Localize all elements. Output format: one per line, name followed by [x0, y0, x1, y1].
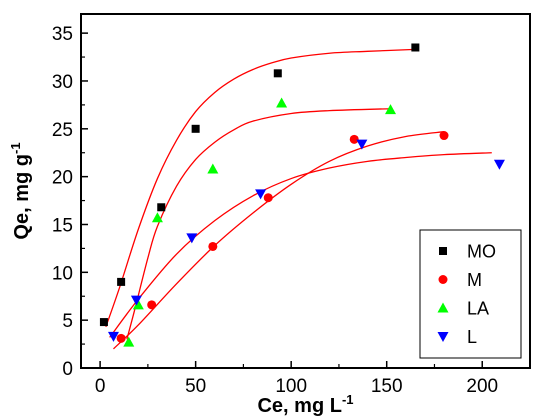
data-point-la — [132, 299, 144, 310]
y-tick-label: 0 — [62, 359, 73, 380]
data-point-mo — [157, 203, 166, 212]
plot-frame — [80, 13, 531, 369]
y-axis-title-main: Qe, mg g — [11, 154, 33, 240]
x-axis-title-superscript: -1 — [342, 392, 354, 407]
data-point-m — [263, 193, 273, 203]
legend-marker-la — [437, 302, 449, 313]
data-point-mo — [191, 124, 200, 133]
y-tick-label: 5 — [62, 311, 73, 332]
legend-box — [419, 229, 522, 359]
data-point-la — [207, 163, 219, 174]
x-tick-label: 200 — [466, 376, 498, 397]
data-point-l — [356, 139, 368, 150]
x-tick-label: 50 — [185, 376, 206, 397]
data-point-l — [493, 159, 505, 170]
y-axis-ticks: 0 5 10 15 20 25 30 35 — [52, 24, 88, 380]
legend: MO M LA L — [419, 229, 522, 359]
data-point-la — [123, 336, 135, 347]
data-point-m — [439, 131, 449, 141]
y-tick-label: 30 — [52, 72, 73, 93]
y-tick-label: 35 — [52, 24, 73, 45]
fit-curve-mo — [105, 48, 416, 328]
data-point-m — [116, 333, 126, 343]
data-points — [99, 43, 505, 347]
fit-curve-l — [109, 152, 492, 338]
data-point-la — [385, 104, 397, 115]
y-tick-label: 10 — [52, 263, 73, 284]
data-point-la — [151, 212, 163, 223]
x-tick-label: 150 — [371, 376, 403, 397]
y-tick-label: 25 — [52, 120, 73, 141]
x-tick-label: 100 — [275, 376, 307, 397]
data-point-mo — [411, 43, 420, 52]
data-point-l — [107, 331, 119, 342]
x-axis-title: Ce, mg L-1 — [257, 392, 353, 417]
legend-marker-m — [438, 275, 448, 284]
legend-label-m: M — [467, 270, 482, 290]
y-axis-title: Qe, mg g-1 — [8, 142, 33, 239]
data-point-mo — [273, 69, 282, 78]
x-axis-title-main: Ce, mg L — [257, 395, 341, 417]
data-point-m — [349, 134, 359, 144]
data-point-l — [255, 189, 267, 200]
data-point-m — [147, 300, 157, 310]
fit-curve-m — [113, 131, 445, 350]
legend-label-la: LA — [467, 299, 489, 319]
fit-curve-la — [126, 108, 391, 340]
data-point-m — [208, 241, 218, 251]
data-point-mo — [99, 318, 108, 327]
legend-marker-l — [437, 332, 449, 342]
data-point-l — [130, 295, 142, 306]
legend-label-mo: MO — [467, 242, 496, 262]
y-tick-label: 20 — [52, 168, 73, 189]
y-tick-label: 15 — [52, 215, 73, 236]
x-axis-ticks: 0 50 100 150 200 — [95, 361, 498, 397]
data-point-la — [276, 97, 288, 108]
legend-marker-mo — [439, 247, 447, 255]
y-axis-title-superscript: -1 — [8, 142, 23, 154]
data-point-l — [186, 233, 198, 244]
x-tick-label: 0 — [95, 376, 106, 397]
legend-label-l: L — [467, 327, 477, 347]
data-point-mo — [117, 277, 126, 286]
fit-curves — [105, 48, 492, 350]
